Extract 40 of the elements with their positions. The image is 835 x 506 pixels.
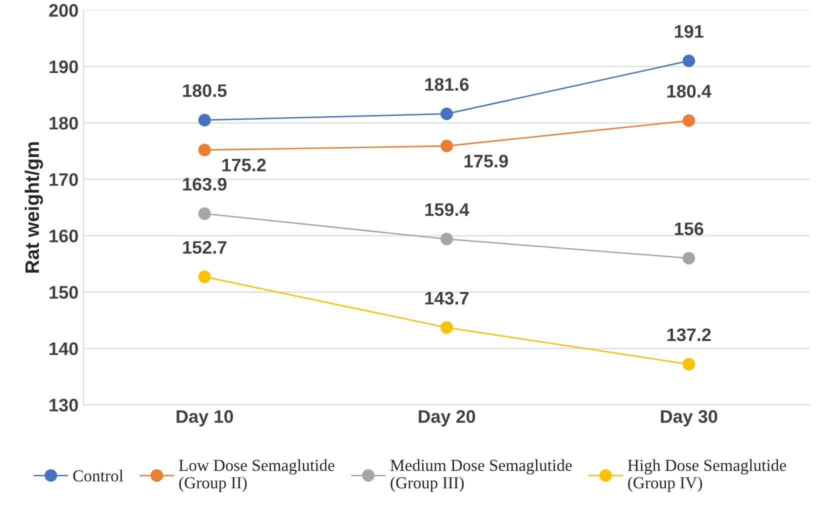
data-label: 181.6 — [425, 78, 469, 91]
data-label: 152.7 — [183, 241, 226, 254]
point — [440, 321, 453, 334]
legend-label: Medium Dose Semaglutide (Group III) — [390, 459, 572, 492]
point — [682, 54, 696, 68]
legend-label: High Dose Semaglutide (Group IV) — [628, 459, 786, 492]
x-tick-label: Day 30 — [660, 410, 718, 426]
y-tick-label: 150 — [50, 286, 78, 299]
data-label: 175.9 — [464, 154, 508, 168]
y-tick-label: 140 — [50, 342, 78, 356]
x-tick-label: Day 20 — [418, 410, 476, 426]
point — [440, 232, 453, 246]
data-label: 159.4 — [425, 203, 470, 216]
legend-label: Control — [73, 470, 124, 482]
data-label: 191 — [674, 25, 704, 38]
y-tick-label: 170 — [50, 173, 78, 186]
point — [198, 114, 211, 126]
point — [440, 140, 453, 152]
data-label: 180.4 — [667, 84, 712, 98]
point — [198, 207, 211, 220]
y-axis-title: Rat weight/gm — [24, 142, 43, 273]
y-tick-label: 130 — [50, 398, 78, 412]
legend-label: Low Dose Semaglutide (Group II) — [178, 459, 334, 492]
y-tick-label: 190 — [50, 60, 78, 74]
data-label: 143.7 — [425, 292, 469, 305]
data-label: 156 — [674, 222, 704, 236]
point — [682, 358, 696, 370]
x-tick-label: Day 10 — [176, 410, 233, 426]
data-label: 163.9 — [183, 178, 226, 191]
point — [198, 144, 211, 156]
y-tick-label: 200 — [49, 4, 78, 17]
y-tick-label: 160 — [50, 230, 78, 242]
data-label: 180.5 — [183, 84, 227, 98]
point — [682, 114, 696, 127]
point — [682, 252, 696, 264]
y-tick-label: 180 — [50, 116, 78, 130]
point — [198, 270, 211, 284]
data-label: 175.2 — [222, 158, 266, 172]
data-label: 137.2 — [667, 328, 711, 342]
point — [440, 108, 453, 120]
